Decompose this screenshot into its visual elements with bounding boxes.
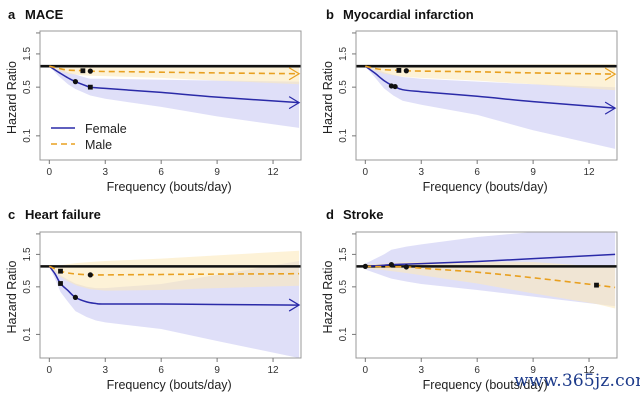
marker-circle-male <box>403 264 409 270</box>
panel-c: c Heart failure 0 3 6 9 12 0.1 0.5 1.5 Frequency (… <box>5 207 302 392</box>
ci-band-male <box>49 250 300 291</box>
y-axis-label: Hazard Ratio <box>321 61 335 134</box>
arrow-head-female <box>288 298 301 312</box>
y-tick-label: 0.1 <box>22 128 33 142</box>
x-tick-label: 9 <box>530 365 536 376</box>
plot-frame <box>355 231 618 359</box>
arrow-head-male <box>604 67 617 81</box>
panel-title: Stroke <box>343 207 383 222</box>
x-tick-label: 12 <box>267 365 279 376</box>
panel-title: Myocardial infarction <box>343 7 474 22</box>
plot-area <box>40 250 301 358</box>
arrow-head-male <box>288 67 301 81</box>
y-tick-label: 0.1 <box>338 327 349 341</box>
y-tick-label: 0.5 <box>22 279 33 293</box>
marker-square-male <box>396 68 402 73</box>
x-tick-label: 0 <box>47 167 53 178</box>
y-axis-label: Hazard Ratio <box>5 61 19 134</box>
panel-title: Heart failure <box>25 207 101 222</box>
marker-circle-female <box>72 79 79 85</box>
x-tick-label: 3 <box>418 365 424 376</box>
marker-square-female <box>58 281 63 286</box>
x-tick-label: 0 <box>47 365 53 376</box>
y-axis-label: Hazard Ratio <box>321 260 335 333</box>
plot-area <box>356 64 617 149</box>
y-axis-label: Hazard Ratio <box>5 260 19 333</box>
y-tick-label: 0.5 <box>338 279 349 293</box>
x-tick-label: 9 <box>530 167 536 178</box>
plot-area <box>40 64 301 128</box>
marker-circle-female <box>388 262 395 268</box>
series-line-male <box>49 265 300 276</box>
x-tick-label: 3 <box>418 167 424 178</box>
legend-label-female: Female <box>85 122 127 136</box>
y-tick-label: 1.5 <box>338 247 349 261</box>
marker-square-female <box>87 84 93 90</box>
watermark: www.365jz.com <box>514 371 640 391</box>
plot-area <box>356 232 617 309</box>
panel-a: a MACE 0 3 6 9 12 0.1 0.5 1.5 Frequency (bouts/day… <box>5 7 302 194</box>
panel-letter: b <box>326 7 334 22</box>
x-tick-label: 9 <box>214 167 220 178</box>
x-tick-label: 3 <box>102 365 108 376</box>
y-tick-label: 1.5 <box>22 47 33 61</box>
panel-title: MACE <box>25 7 64 22</box>
marker-circle-male <box>87 272 93 278</box>
x-tick-label: 12 <box>267 167 279 178</box>
y-tick-label: 0.1 <box>22 327 33 341</box>
plot-frame <box>39 30 302 161</box>
ci-band-male <box>365 261 616 309</box>
series-line-male <box>365 265 616 289</box>
marker-circle-male <box>403 68 409 74</box>
y-tick-label: 1.5 <box>338 47 349 61</box>
marker-circle-female <box>362 263 368 269</box>
legend: Female Male <box>51 122 127 152</box>
series-line-female <box>364 65 616 109</box>
plot-frame <box>355 30 618 161</box>
marker-circle-female <box>72 294 79 300</box>
y-tick-label: 0.5 <box>338 80 349 94</box>
x-tick-label: 6 <box>474 167 480 178</box>
y-tick-label: 0.1 <box>338 128 349 142</box>
arrow-head-female <box>604 101 617 115</box>
x-tick-label: 0 <box>363 365 369 376</box>
x-tick-label: 6 <box>158 365 164 376</box>
panel-letter: c <box>8 207 15 222</box>
legend-label-male: Male <box>85 138 112 152</box>
series-line-female <box>365 253 616 268</box>
arrow-head-female <box>288 96 301 110</box>
x-tick-label: 0 <box>363 167 369 178</box>
panel-letter: d <box>326 207 334 222</box>
ci-band-female <box>49 66 300 128</box>
x-tick-label: 9 <box>214 365 220 376</box>
marker-square-male <box>80 68 86 74</box>
marker-circle-male <box>87 68 93 74</box>
x-axis-label: Frequency (bouts/day) <box>423 378 548 392</box>
marker-square-male <box>594 282 599 288</box>
y-tick-label: 1.5 <box>22 247 33 261</box>
marker-square-male <box>58 268 63 274</box>
x-axis-label: Frequency (bouts/day) <box>107 180 232 194</box>
x-axis-label: Frequency (bouts/day) <box>423 180 548 194</box>
panel-letter: a <box>8 7 16 22</box>
x-tick-label: 6 <box>474 365 480 376</box>
x-tick-label: 12 <box>583 365 595 376</box>
ci-band-female <box>365 66 616 149</box>
x-tick-label: 6 <box>158 167 164 178</box>
x-tick-label: 3 <box>102 167 108 178</box>
plot-frame <box>39 231 302 359</box>
y-tick-label: 0.5 <box>22 80 33 94</box>
panel-d: d Stroke 0 3 6 9 12 0.1 0.5 1.5 Frequency (bouts/d… <box>321 207 618 392</box>
ci-band-male <box>49 66 300 85</box>
marker-circle-female <box>392 83 398 90</box>
x-tick-label: 12 <box>583 167 595 178</box>
x-axis-label: Frequency (bouts/day) <box>107 378 232 392</box>
panel-b: b Myocardial infarction 0 3 6 9 12 0.1 0.5 1.5 Fre… <box>321 7 618 194</box>
